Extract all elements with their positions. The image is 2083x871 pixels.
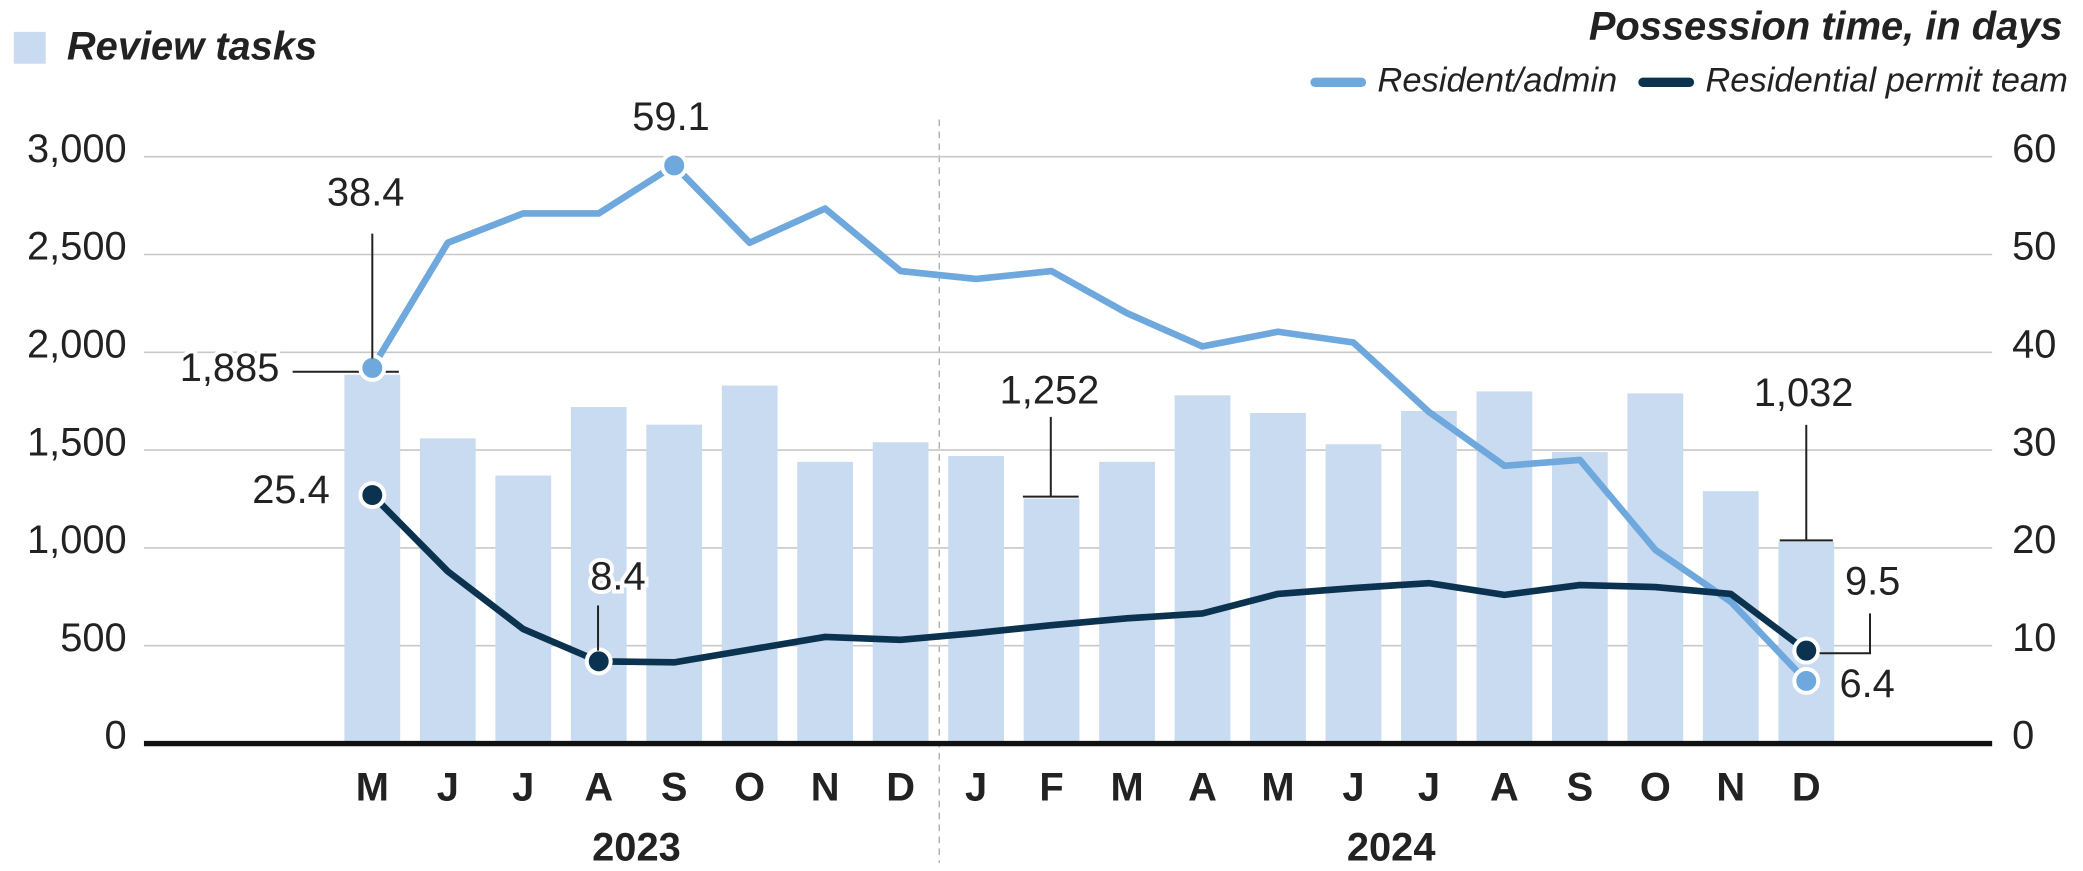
y2-tick-label: 0 bbox=[2012, 714, 2034, 758]
x-tick-label: N bbox=[1716, 766, 1745, 810]
y2-tick-label: 30 bbox=[2012, 420, 2056, 464]
legend-label: Resident/admin bbox=[1377, 61, 1617, 99]
bar bbox=[797, 461, 854, 744]
left-axis-title: Review tasks bbox=[67, 25, 317, 69]
x-tick-label: M bbox=[1110, 766, 1143, 810]
bar bbox=[570, 407, 627, 744]
x-tick-label: O bbox=[1640, 766, 1671, 810]
legend-label: Residential permit team bbox=[1705, 61, 2068, 99]
line-series bbox=[369, 162, 1809, 684]
bar bbox=[1250, 412, 1306, 744]
year-label: 2023 bbox=[592, 825, 681, 869]
y-tick-label: 2,500 bbox=[27, 225, 127, 269]
x-tick-label: J bbox=[512, 766, 534, 810]
data-label: 59.1 bbox=[632, 95, 710, 139]
y2-tick-label: 60 bbox=[2012, 127, 2056, 171]
bar bbox=[419, 438, 476, 744]
x-tick-label: A bbox=[1490, 766, 1519, 810]
bar bbox=[1325, 444, 1382, 744]
data-label: 1,885 bbox=[180, 346, 280, 390]
bar bbox=[721, 385, 778, 744]
x-tick-label: D bbox=[886, 766, 915, 810]
x-tick-label: S bbox=[1567, 766, 1594, 810]
y-tick-label: 0 bbox=[105, 714, 127, 758]
point-marker bbox=[1792, 636, 1821, 665]
point-marker bbox=[660, 151, 689, 180]
data-label: 25.4 bbox=[252, 468, 330, 512]
bar bbox=[948, 455, 1004, 744]
x-tick-label: J bbox=[1342, 766, 1364, 810]
y2-tick-label: 40 bbox=[2012, 322, 2056, 366]
x-tick-label: A bbox=[584, 766, 613, 810]
point-marker bbox=[584, 647, 613, 676]
data-label: 38.4 bbox=[327, 171, 405, 215]
bar bbox=[1099, 461, 1155, 744]
x-tick-label: D bbox=[1792, 766, 1821, 810]
data-label: 1,252 bbox=[1000, 369, 1100, 413]
x-tick-label: J bbox=[437, 766, 459, 810]
bar bbox=[495, 475, 552, 744]
x-tick-label: S bbox=[661, 766, 688, 810]
point-marker bbox=[1792, 666, 1821, 695]
x-tick-label: J bbox=[965, 766, 987, 810]
y-tick-label: 3,000 bbox=[27, 127, 127, 171]
x-tick-label: M bbox=[356, 766, 389, 810]
x-tick-label: O bbox=[734, 766, 765, 810]
leader-line bbox=[1022, 416, 1079, 498]
y2-tick-label: 50 bbox=[2012, 225, 2056, 269]
bar bbox=[1174, 395, 1231, 744]
y2-tick-label: 10 bbox=[2012, 616, 2056, 660]
bar bbox=[1476, 391, 1533, 744]
y-tick-label: 500 bbox=[60, 616, 126, 660]
bar bbox=[1627, 393, 1684, 744]
x-tick-label: J bbox=[1418, 766, 1440, 810]
bar bbox=[344, 374, 401, 744]
bar-legend-swatch bbox=[13, 31, 46, 64]
x-tick-label: N bbox=[811, 766, 840, 810]
y-tick-label: 2,000 bbox=[27, 322, 127, 366]
point-marker bbox=[358, 481, 387, 510]
y2-tick-label: 20 bbox=[2012, 518, 2056, 562]
leader-line bbox=[1779, 424, 1833, 542]
leader-line bbox=[1819, 613, 1872, 655]
x-tick-label: A bbox=[1188, 766, 1217, 810]
x-tick-label: F bbox=[1039, 766, 1063, 810]
year-label: 2024 bbox=[1347, 825, 1436, 869]
y-tick-label: 1,500 bbox=[27, 420, 127, 464]
data-label: 8.4 bbox=[590, 554, 645, 598]
data-label: 9.5 bbox=[1845, 560, 1900, 604]
x-tick-label: M bbox=[1261, 766, 1294, 810]
y-tick-label: 1,000 bbox=[27, 518, 127, 562]
bar bbox=[646, 424, 703, 744]
bar bbox=[1551, 452, 1608, 744]
bar bbox=[872, 442, 929, 744]
bar bbox=[1702, 491, 1759, 744]
data-label: 6.4 bbox=[1839, 662, 1894, 706]
bar bbox=[1401, 410, 1457, 744]
data-label: 1,032 bbox=[1754, 371, 1854, 415]
right-axis-title: Possession time, in days bbox=[1589, 5, 2063, 49]
point-marker bbox=[358, 354, 387, 382]
